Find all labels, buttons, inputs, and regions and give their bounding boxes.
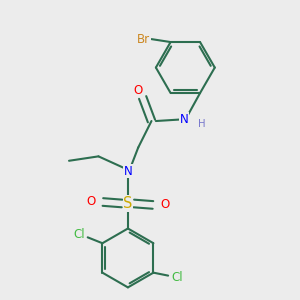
Text: Cl: Cl: [73, 228, 85, 241]
Text: O: O: [134, 84, 143, 97]
Text: N: N: [179, 113, 188, 126]
Text: Cl: Cl: [171, 271, 183, 284]
Text: O: O: [161, 198, 170, 212]
Text: Br: Br: [137, 33, 150, 46]
Text: O: O: [86, 196, 95, 208]
Text: N: N: [124, 165, 132, 178]
Text: H: H: [198, 119, 205, 129]
Text: S: S: [123, 196, 133, 211]
